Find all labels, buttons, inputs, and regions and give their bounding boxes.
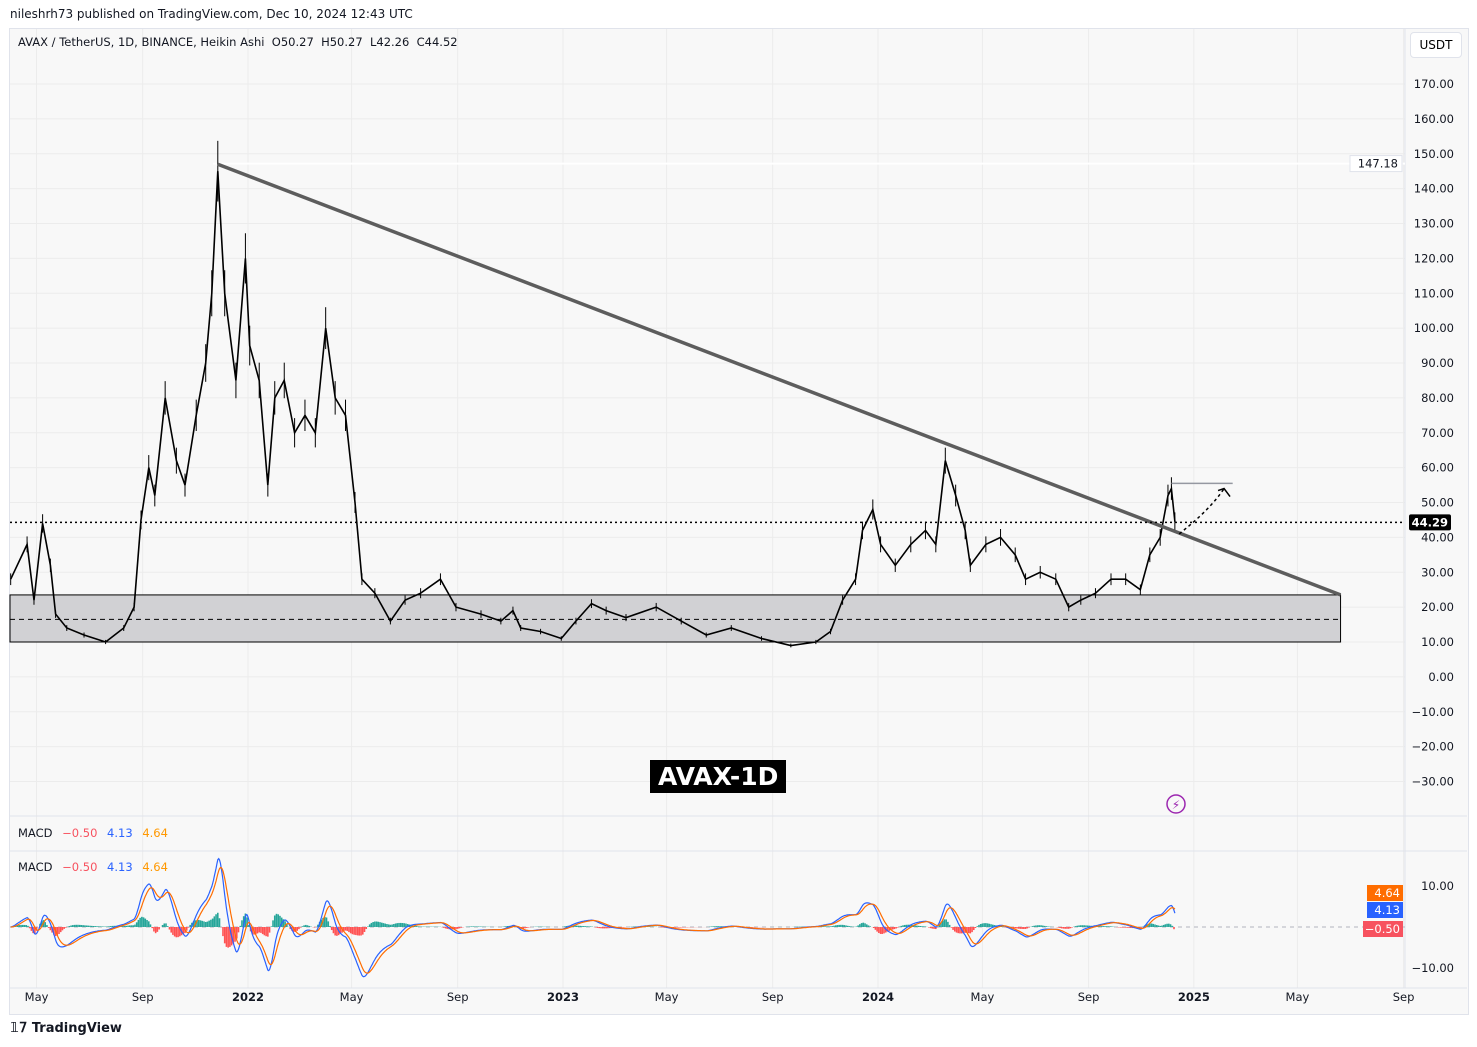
price-axis-label: 150.00 <box>1414 147 1454 161</box>
macd-legend-collapsed[interactable]: MACD −0.50 4.13 4.64 <box>18 826 174 840</box>
lightning-icon <box>1166 794 1186 814</box>
macd-value-label: 4.13 <box>1374 903 1400 917</box>
macd-hist-value: −0.50 <box>62 860 98 874</box>
price-axis-label: 50.00 <box>1421 496 1454 510</box>
price-axis-label: 110.00 <box>1414 286 1454 300</box>
price-axis-label: 70.00 <box>1421 426 1454 440</box>
price-axis-label: 160.00 <box>1414 112 1454 126</box>
time-axis-label: May <box>971 990 995 1004</box>
time-axis-label: May <box>340 990 364 1004</box>
price-axis-label: 10.00 <box>1421 635 1454 649</box>
price-axis-label: 60.00 <box>1421 461 1454 475</box>
macd-label: MACD <box>18 826 53 840</box>
macd-signal-line <box>10 866 1176 974</box>
price-axis-label: 30.00 <box>1421 565 1454 579</box>
macd-value-label: −0.50 <box>1365 922 1400 936</box>
time-axis-label: Sep <box>132 990 154 1004</box>
macd-value-label-bg <box>1367 902 1403 918</box>
price-axis-label: 100.00 <box>1414 321 1454 335</box>
last-price-label-bg <box>1409 514 1451 531</box>
time-axis-label: Sep <box>762 990 784 1004</box>
ohlc-open: O50.27 <box>271 35 314 49</box>
time-axis-label: 2024 <box>862 990 894 1004</box>
chart-label-badge: AVAX-1D <box>650 760 787 793</box>
price-axis-label: −30.00 <box>1411 775 1454 789</box>
last-price-label: 44.29 <box>1412 515 1448 529</box>
ohlc-low: L42.26 <box>369 35 410 49</box>
price-axis-label: 40.00 <box>1421 530 1454 544</box>
publish-info: nileshrh73 published on TradingView.com,… <box>10 7 413 21</box>
macd-value-label-bg <box>1367 885 1403 901</box>
time-axis-label: 2023 <box>547 990 579 1004</box>
macd-value-label-bg <box>1363 921 1403 937</box>
price-series-line <box>9 171 1176 647</box>
time-axis-label: Sep <box>1078 990 1100 1004</box>
time-axis-label: Sep <box>1393 990 1415 1004</box>
price-axis-label: 170.00 <box>1414 77 1454 91</box>
time-axis-label: 2022 <box>232 990 264 1004</box>
ohlc-high: H50.27 <box>321 35 363 49</box>
price-axis-label: 140.00 <box>1414 182 1454 196</box>
currency-button[interactable]: USDT <box>1410 32 1462 58</box>
price-axis-label: −10.00 <box>1411 705 1454 719</box>
macd-line <box>10 857 1176 978</box>
price-axis-label: 130.00 <box>1414 217 1454 231</box>
price-axis-label: 90.00 <box>1421 356 1454 370</box>
time-axis-label: May <box>1286 990 1310 1004</box>
price-axis-label: 120.00 <box>1414 251 1454 265</box>
symbol-legend: AVAX / TetherUS, 1D, BINANCE, Heikin Ash… <box>18 35 458 49</box>
time-axis-label: Sep <box>447 990 469 1004</box>
time-axis-label: May <box>25 990 49 1004</box>
price-axis-label: 80.00 <box>1421 391 1454 405</box>
tradingview-logo[interactable]: 𝟙𝟩 TradingView <box>10 1021 122 1036</box>
logo-icon: 𝟙𝟩 <box>10 1021 32 1036</box>
symbol-title: AVAX / TetherUS, 1D, BINANCE, Heikin Ash… <box>18 35 265 49</box>
price-axis-label: 20.00 <box>1421 600 1454 614</box>
macd-value-label: 4.64 <box>1374 886 1400 900</box>
price-axis-label: −20.00 <box>1411 740 1454 754</box>
descending-trendline <box>217 162 1342 597</box>
projection-arrowhead <box>1217 487 1231 497</box>
macd-signal-value: 4.64 <box>142 826 168 840</box>
projection-arrow <box>1178 488 1225 535</box>
ohlc-close: C44.52 <box>416 35 458 49</box>
macd-hist-value: −0.50 <box>62 826 98 840</box>
ath-price-label-bg <box>1349 155 1403 173</box>
macd-line-value: 4.13 <box>107 826 133 840</box>
macd-label: MACD <box>18 860 53 874</box>
time-axis-label: 2025 <box>1178 990 1210 1004</box>
macd-signal-value: 4.64 <box>142 860 168 874</box>
ath-price-label: 147.18 <box>1358 157 1398 171</box>
lightning-icon: ⚡ <box>1172 798 1180 812</box>
macd-axis-label: 10.00 <box>1421 879 1454 893</box>
macd-axis-label: −10.00 <box>1411 961 1454 975</box>
price-axis-label: 0.00 <box>1428 670 1454 684</box>
macd-line-value: 4.13 <box>107 860 133 874</box>
macd-legend[interactable]: MACD −0.50 4.13 4.64 <box>18 860 174 874</box>
time-axis-label: May <box>655 990 679 1004</box>
